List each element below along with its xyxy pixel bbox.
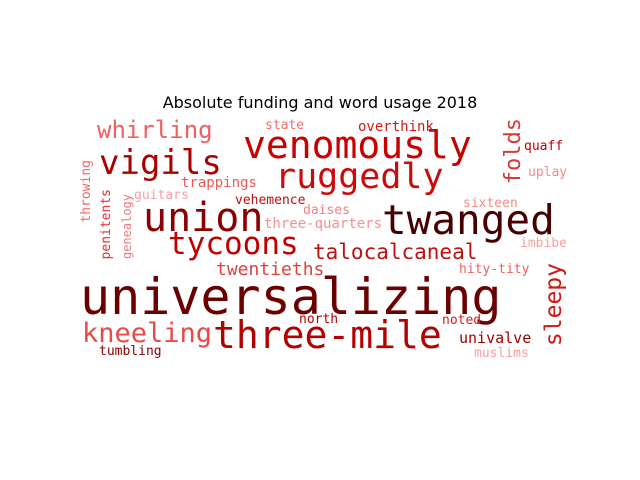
word-sleepy: sleepy: [541, 263, 567, 347]
word-genealogy: genealogy: [120, 194, 134, 260]
word-ruggedly: ruggedly: [275, 157, 444, 197]
word-north: north: [299, 312, 339, 327]
word-three-quarters: three-quarters: [264, 216, 383, 232]
word-muslims: muslims: [474, 346, 529, 361]
word-folds: folds: [501, 118, 526, 185]
word-overthink: overthink: [358, 119, 434, 135]
word-state: state: [265, 118, 305, 133]
word-quaff: quaff: [524, 139, 564, 154]
word-universalizing: universalizing: [80, 268, 502, 326]
word-union: union: [143, 195, 264, 241]
word-cloud: universalizing three-mile twanged venomousl…: [79, 116, 567, 362]
word-trappings: trappings: [181, 175, 257, 191]
word-vigils: vigils: [99, 143, 222, 183]
word-hity-tity: hity-tity: [459, 262, 530, 277]
word-kneeling: kneeling: [82, 318, 213, 349]
word-noted: noted: [442, 313, 482, 328]
word-daises: daises: [303, 203, 350, 218]
word-three-mile: three-mile: [213, 313, 442, 357]
word-univalve: univalve: [459, 329, 532, 347]
word-twentieths: twentieths: [216, 259, 325, 280]
word-penitents: penitents: [99, 189, 114, 260]
word-imbibe: imbibe: [520, 236, 567, 251]
word-tycoons: tycoons: [168, 226, 299, 262]
word-vehemence: vehemence: [235, 193, 306, 208]
word-guitars: guitars: [134, 188, 189, 203]
word-whirling: whirling: [97, 116, 213, 144]
word-sixteen: sixteen: [463, 196, 518, 211]
word-twanged: twanged: [382, 196, 555, 244]
word-throwing: throwing: [79, 160, 94, 223]
word-uplay: uplay: [528, 165, 568, 180]
chart-title: Absolute funding and word usage 2018: [162, 93, 478, 112]
word-venomously: venomously: [243, 123, 472, 167]
word-talocalcaneal: talocalcaneal: [313, 240, 478, 264]
word-tumbling: tumbling: [99, 344, 162, 359]
